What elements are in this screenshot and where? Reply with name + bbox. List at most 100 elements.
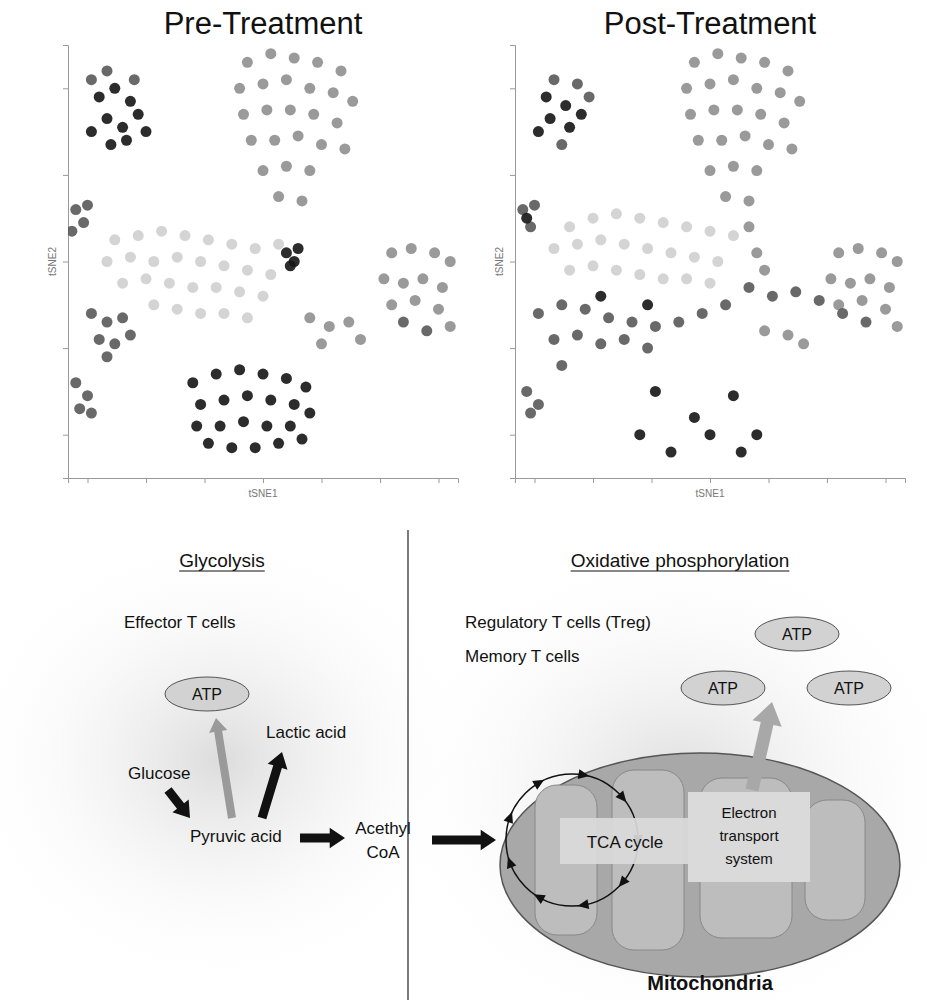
point: [82, 200, 93, 211]
tick: [88, 478, 89, 483]
point: [716, 135, 727, 146]
tick: [380, 478, 381, 483]
point: [445, 256, 456, 267]
atp-bubble: [807, 671, 891, 705]
point: [728, 230, 739, 241]
cycle-arrowhead: [619, 875, 630, 887]
point: [619, 334, 630, 345]
point: [576, 109, 587, 120]
point: [584, 91, 595, 102]
series: [68, 65, 432, 418]
series: [517, 74, 871, 418]
point: [226, 239, 237, 250]
point: [556, 299, 567, 310]
point: [94, 334, 105, 345]
arrow: [209, 718, 236, 819]
point: [634, 429, 645, 440]
point: [767, 291, 778, 302]
tick-mark: [652, 478, 653, 483]
point: [234, 83, 245, 94]
point: [195, 308, 206, 319]
point: [744, 282, 755, 293]
atp-label: ATP: [708, 680, 738, 697]
point: [324, 321, 335, 332]
point: [148, 256, 159, 267]
x-axis: [69, 478, 459, 483]
tick: [63, 348, 68, 349]
point: [549, 74, 560, 85]
atp-bubble: [755, 617, 839, 651]
point: [242, 312, 253, 323]
point: [845, 278, 856, 289]
point: [148, 299, 159, 310]
point: [705, 226, 716, 237]
point: [219, 395, 230, 406]
chart-title: Pre-Treatment: [164, 6, 363, 41]
tick-mark: [710, 478, 711, 483]
point: [825, 273, 836, 284]
point: [304, 312, 315, 323]
section-title: Oxidative phosphorylation: [571, 550, 790, 571]
point: [751, 165, 762, 176]
point: [611, 208, 622, 219]
cycle-arrowhead: [504, 812, 513, 824]
label: TCA cycle: [587, 833, 664, 852]
point: [102, 317, 113, 328]
point: [70, 204, 81, 215]
point: [328, 87, 339, 98]
point: [837, 308, 848, 319]
cell-type: Memory T cells: [465, 647, 580, 666]
point: [786, 143, 797, 154]
point: [689, 412, 700, 423]
point: [285, 260, 296, 271]
point: [226, 442, 237, 453]
point: [445, 321, 456, 332]
point: [681, 83, 692, 94]
point: [105, 139, 116, 150]
tick-mark: [510, 435, 515, 436]
x-axis-label: tSNE1: [696, 488, 725, 499]
point: [429, 247, 440, 258]
point: [751, 83, 762, 94]
point: [588, 213, 599, 224]
label: system: [725, 850, 773, 867]
point: [892, 256, 903, 267]
point: [580, 304, 591, 315]
tick: [827, 478, 828, 483]
tick-mark: [146, 478, 147, 483]
point: [398, 278, 409, 289]
point: [437, 282, 448, 293]
tick-mark: [510, 348, 515, 349]
point: [121, 135, 132, 146]
point: [689, 57, 700, 68]
point: [109, 83, 120, 94]
tick: [63, 262, 68, 263]
cell-type: Effector T cells: [124, 613, 236, 632]
point: [86, 126, 97, 137]
point: [219, 260, 230, 271]
point: [70, 377, 81, 388]
tick: [769, 478, 770, 483]
point: [892, 321, 903, 332]
tick: [510, 262, 515, 263]
point: [258, 369, 269, 380]
label: CoA: [366, 843, 400, 862]
point: [102, 256, 113, 267]
point: [297, 434, 308, 445]
point: [572, 239, 583, 250]
point: [117, 278, 128, 289]
point: [195, 256, 206, 267]
metabolism-diagram: GlycolysisEffector T cellsATPLactic acid…: [0, 530, 927, 1000]
point: [265, 269, 276, 280]
point: [125, 96, 136, 107]
point: [300, 382, 311, 393]
point: [133, 230, 144, 241]
tca-box: [560, 818, 690, 864]
point: [316, 139, 327, 150]
arrow: [300, 828, 345, 849]
point: [549, 334, 560, 345]
point: [141, 273, 152, 284]
point: [861, 317, 872, 328]
point: [258, 78, 269, 89]
point: [783, 65, 794, 76]
